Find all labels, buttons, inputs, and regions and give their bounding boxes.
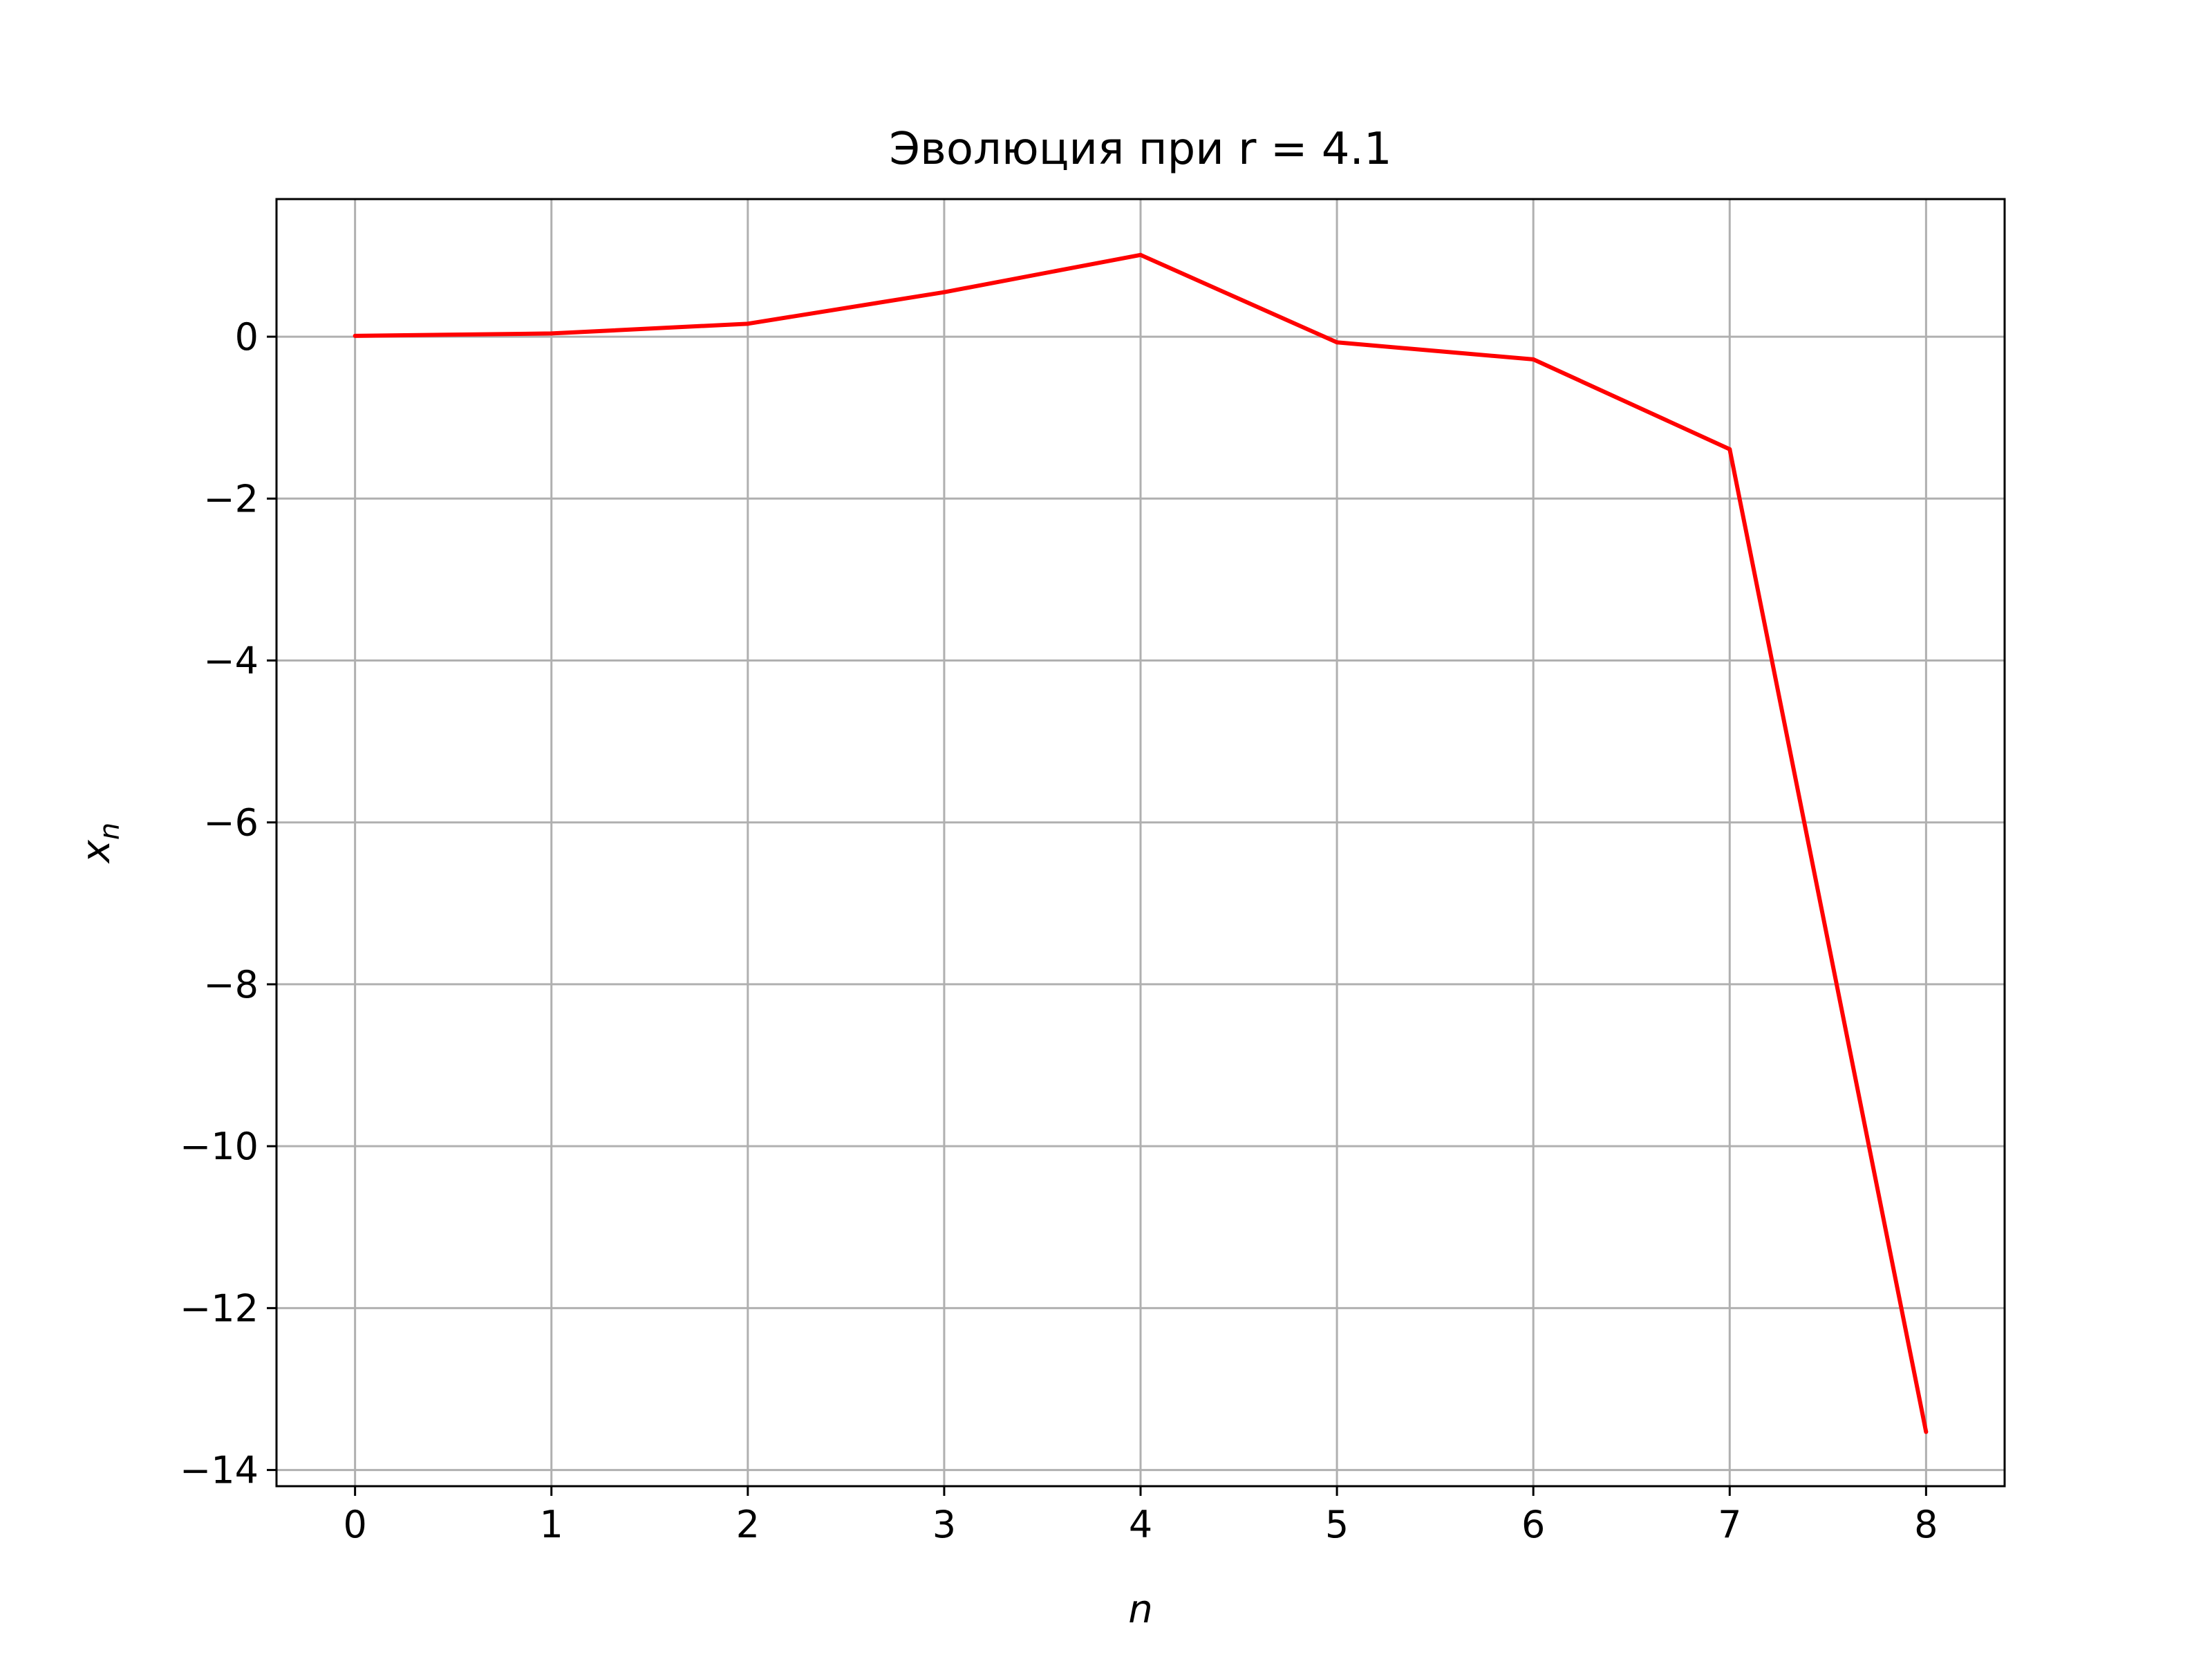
x-tick-label: 6 — [1521, 1503, 1545, 1546]
data-point — [745, 321, 750, 326]
x-axis-label: n — [1128, 1587, 1153, 1632]
x-tick-label: 8 — [1914, 1503, 1938, 1546]
data-point — [1727, 447, 1732, 451]
tick-layer: 0 1 2 3 4 5 6 7 8 0 −2 −4 −6 −8 −10 −12 −14 — [180, 315, 1938, 1546]
x-tick-label: 0 — [343, 1503, 366, 1546]
y-axis-label-subscript: n — [94, 823, 126, 840]
series-layer — [353, 252, 1929, 1434]
x-tick-label: 1 — [540, 1503, 563, 1546]
data-point — [1335, 340, 1340, 345]
x-tick-label: 3 — [932, 1503, 956, 1546]
y-tick-label: −2 — [203, 477, 259, 521]
x-tick-label: 4 — [1129, 1503, 1152, 1546]
y-tick-label: −10 — [180, 1125, 259, 1168]
plot-frame — [275, 198, 2006, 1488]
data-point — [941, 290, 946, 294]
grid — [276, 199, 2005, 1486]
x-tick-label: 2 — [736, 1503, 760, 1546]
y-axis-label-main: x — [74, 839, 119, 864]
data-point — [1924, 1430, 1929, 1434]
x-tick-label: 5 — [1325, 1503, 1349, 1546]
y-tick-label: −4 — [203, 639, 259, 683]
y-tick-label: −6 — [203, 801, 259, 845]
x-tick-label: 7 — [1718, 1503, 1741, 1546]
y-tick-label: −14 — [180, 1449, 259, 1492]
data-point — [1138, 252, 1143, 257]
data-point — [1531, 357, 1536, 362]
y-tick-label: −8 — [203, 963, 259, 1006]
data-point — [549, 331, 554, 336]
y-tick-label: 0 — [235, 315, 259, 359]
y-tick-label: −12 — [180, 1286, 259, 1330]
y-axis-label: xn — [74, 823, 126, 865]
chart-title: Эволюция при r = 4.1 — [889, 124, 1391, 175]
data-point — [353, 333, 357, 338]
